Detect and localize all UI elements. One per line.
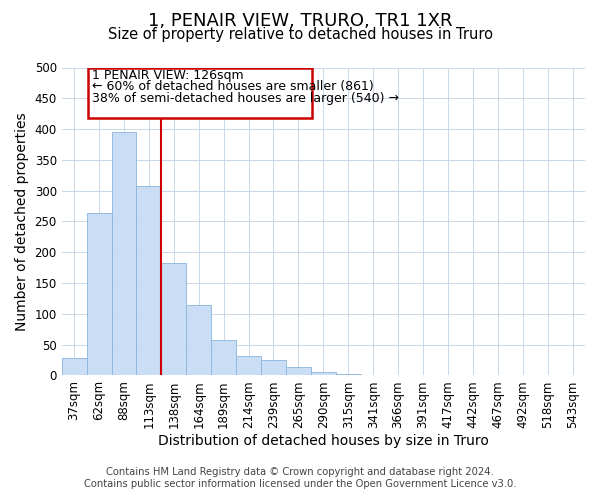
Bar xyxy=(236,356,261,376)
Text: ← 60% of detached houses are smaller (861): ← 60% of detached houses are smaller (86… xyxy=(92,80,374,94)
Bar xyxy=(161,264,186,376)
Text: 1, PENAIR VIEW, TRURO, TR1 1XR: 1, PENAIR VIEW, TRURO, TR1 1XR xyxy=(148,12,452,30)
Bar xyxy=(186,304,211,376)
Bar xyxy=(336,374,361,376)
Bar xyxy=(86,213,112,376)
Bar xyxy=(311,372,336,376)
Bar xyxy=(286,368,311,376)
Text: Size of property relative to detached houses in Truro: Size of property relative to detached ho… xyxy=(107,28,493,42)
Y-axis label: Number of detached properties: Number of detached properties xyxy=(15,112,29,331)
Text: 1 PENAIR VIEW: 126sqm: 1 PENAIR VIEW: 126sqm xyxy=(92,70,244,82)
Bar xyxy=(361,375,386,376)
Bar xyxy=(62,358,86,376)
FancyBboxPatch shape xyxy=(88,68,312,118)
Bar xyxy=(112,132,136,376)
Text: 38% of semi-detached houses are larger (540) →: 38% of semi-detached houses are larger (… xyxy=(92,92,399,104)
Bar xyxy=(261,360,286,376)
Bar xyxy=(211,340,236,376)
Text: Contains HM Land Registry data © Crown copyright and database right 2024.
Contai: Contains HM Land Registry data © Crown c… xyxy=(84,468,516,489)
Bar xyxy=(136,186,161,376)
X-axis label: Distribution of detached houses by size in Truro: Distribution of detached houses by size … xyxy=(158,434,489,448)
